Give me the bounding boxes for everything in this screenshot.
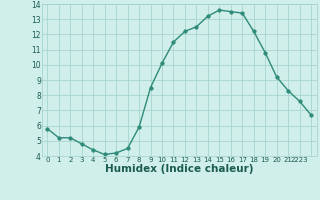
X-axis label: Humidex (Indice chaleur): Humidex (Indice chaleur) bbox=[105, 164, 253, 174]
